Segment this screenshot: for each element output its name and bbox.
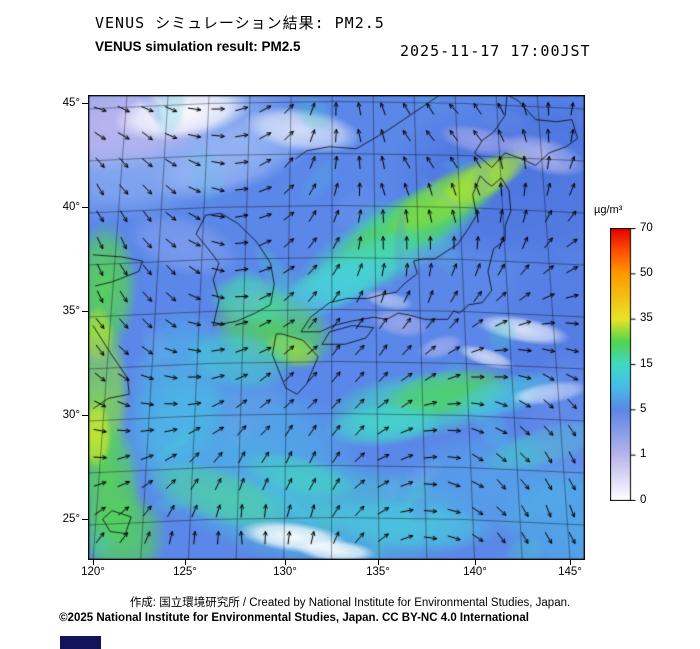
lon-tick bbox=[378, 560, 379, 565]
lon-label-120: 120° bbox=[81, 566, 105, 578]
page-title-english: VENUS simulation result: PM2.5 bbox=[95, 39, 301, 54]
lat-tick bbox=[82, 519, 88, 520]
lon-label-125: 125° bbox=[173, 566, 197, 578]
lon-tick bbox=[285, 560, 286, 565]
colorbar-tick-15: 15 bbox=[640, 358, 653, 370]
lon-label-130: 130° bbox=[273, 566, 297, 578]
colorbar-tick-0: 0 bbox=[640, 494, 647, 506]
lon-label-140: 140° bbox=[463, 566, 487, 578]
lat-label-25: 25° bbox=[62, 513, 80, 525]
bottom-left-banner-fragment bbox=[60, 636, 101, 649]
lon-tick bbox=[185, 560, 186, 565]
lat-tick bbox=[82, 103, 88, 104]
colorbar-tick-1: 1 bbox=[640, 448, 647, 460]
colorbar bbox=[610, 228, 636, 501]
lat-tick bbox=[82, 207, 88, 208]
timestamp: 2025-11-17 17:00JST bbox=[400, 42, 591, 60]
map-frame bbox=[88, 95, 585, 560]
colorbar-tick-5: 5 bbox=[640, 403, 647, 415]
lat-label-35: 35° bbox=[62, 305, 80, 317]
credit-line: 作成: 国立環境研究所 / Created by National Instit… bbox=[129, 597, 571, 609]
colorbar-tick-70: 70 bbox=[640, 222, 653, 234]
lat-label-45: 45° bbox=[62, 97, 80, 109]
license-line: ©2025 National Institute for Environment… bbox=[59, 612, 529, 624]
lat-label-30: 30° bbox=[62, 409, 80, 421]
lon-tick bbox=[93, 560, 94, 565]
lat-tick bbox=[82, 415, 88, 416]
lat-label-40: 40° bbox=[62, 201, 80, 213]
pm25-concentration-map bbox=[88, 95, 585, 560]
lon-label-145: 145° bbox=[558, 566, 582, 578]
lon-tick bbox=[475, 560, 476, 565]
colorbar-tick-50: 50 bbox=[640, 267, 653, 279]
page-title-japanese: VENUS シミュレーション結果: PM2.5 bbox=[95, 14, 385, 32]
colorbar-tick-35: 35 bbox=[640, 312, 653, 324]
lon-label-135: 135° bbox=[366, 566, 390, 578]
lat-tick bbox=[82, 311, 88, 312]
colorbar-unit-label: µg/m³ bbox=[594, 204, 623, 216]
lon-tick bbox=[570, 560, 571, 565]
